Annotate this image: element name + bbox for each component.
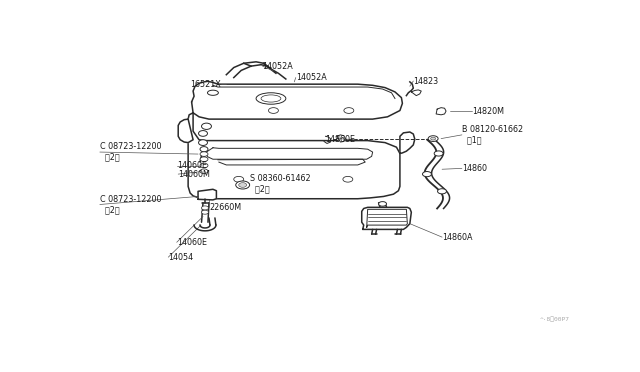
Circle shape — [343, 176, 353, 182]
Ellipse shape — [198, 131, 207, 136]
Polygon shape — [436, 108, 446, 115]
Circle shape — [236, 181, 250, 189]
Polygon shape — [188, 113, 400, 199]
Polygon shape — [191, 81, 403, 119]
Text: 14860A: 14860A — [442, 232, 472, 242]
Circle shape — [269, 108, 278, 113]
Circle shape — [428, 136, 438, 141]
Text: 14060E: 14060E — [177, 161, 207, 170]
Polygon shape — [178, 119, 193, 142]
Circle shape — [434, 151, 443, 156]
Circle shape — [200, 163, 208, 168]
Text: 16521X: 16521X — [191, 80, 221, 89]
Text: 14060M: 14060M — [178, 170, 210, 179]
Circle shape — [200, 157, 208, 161]
Ellipse shape — [207, 90, 218, 95]
Ellipse shape — [256, 93, 286, 104]
Text: 14823: 14823 — [413, 77, 438, 86]
Ellipse shape — [198, 140, 207, 145]
Polygon shape — [362, 207, 412, 230]
Text: S 08360-61462
  （2）: S 08360-61462 （2） — [250, 174, 310, 193]
Circle shape — [431, 137, 436, 140]
Text: 22660M: 22660M — [209, 203, 241, 212]
Text: 14060E: 14060E — [177, 238, 207, 247]
Text: 14052A: 14052A — [262, 62, 293, 71]
Polygon shape — [198, 189, 216, 200]
Circle shape — [200, 169, 208, 173]
Text: C 08723-12200
  （2）: C 08723-12200 （2） — [100, 195, 161, 214]
Text: 14052A: 14052A — [296, 73, 326, 82]
Circle shape — [234, 176, 244, 182]
Ellipse shape — [202, 123, 211, 129]
Polygon shape — [412, 90, 421, 96]
Circle shape — [202, 210, 209, 214]
Polygon shape — [400, 132, 415, 154]
Text: C 08723-12200
  （2）: C 08723-12200 （2） — [100, 142, 161, 162]
Text: 14054: 14054 — [168, 253, 193, 262]
Text: ^·8）00P7: ^·8）00P7 — [540, 317, 570, 323]
Text: 14860: 14860 — [462, 164, 487, 173]
Ellipse shape — [200, 147, 208, 152]
Polygon shape — [337, 135, 346, 142]
Circle shape — [200, 152, 208, 156]
Circle shape — [379, 202, 387, 206]
Circle shape — [202, 206, 209, 210]
Circle shape — [344, 108, 354, 113]
Circle shape — [422, 171, 431, 177]
Text: 14860E: 14860E — [325, 135, 355, 144]
Circle shape — [438, 189, 447, 194]
Text: B 08120-61662
  （1）: B 08120-61662 （1） — [462, 125, 523, 145]
Circle shape — [239, 183, 246, 187]
Text: 14820M: 14820M — [472, 107, 504, 116]
